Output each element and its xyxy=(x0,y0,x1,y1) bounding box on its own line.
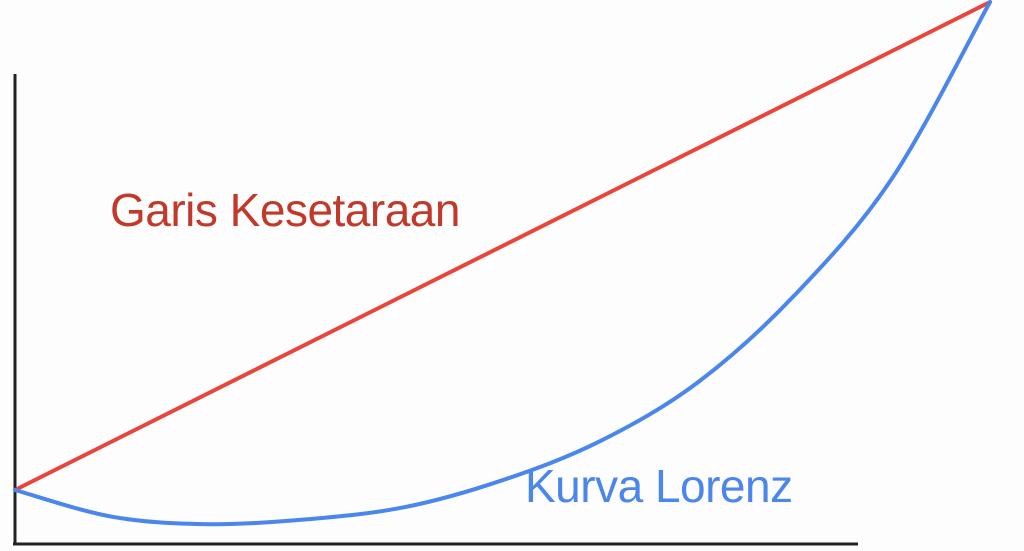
equality-line xyxy=(13,0,992,492)
lorenz-curve xyxy=(13,0,992,527)
equality-line-label: Garis Kesetaraan xyxy=(110,184,460,236)
lorenz-curve-label: Kurva Lorenz xyxy=(525,460,793,512)
series-layer xyxy=(13,0,992,527)
